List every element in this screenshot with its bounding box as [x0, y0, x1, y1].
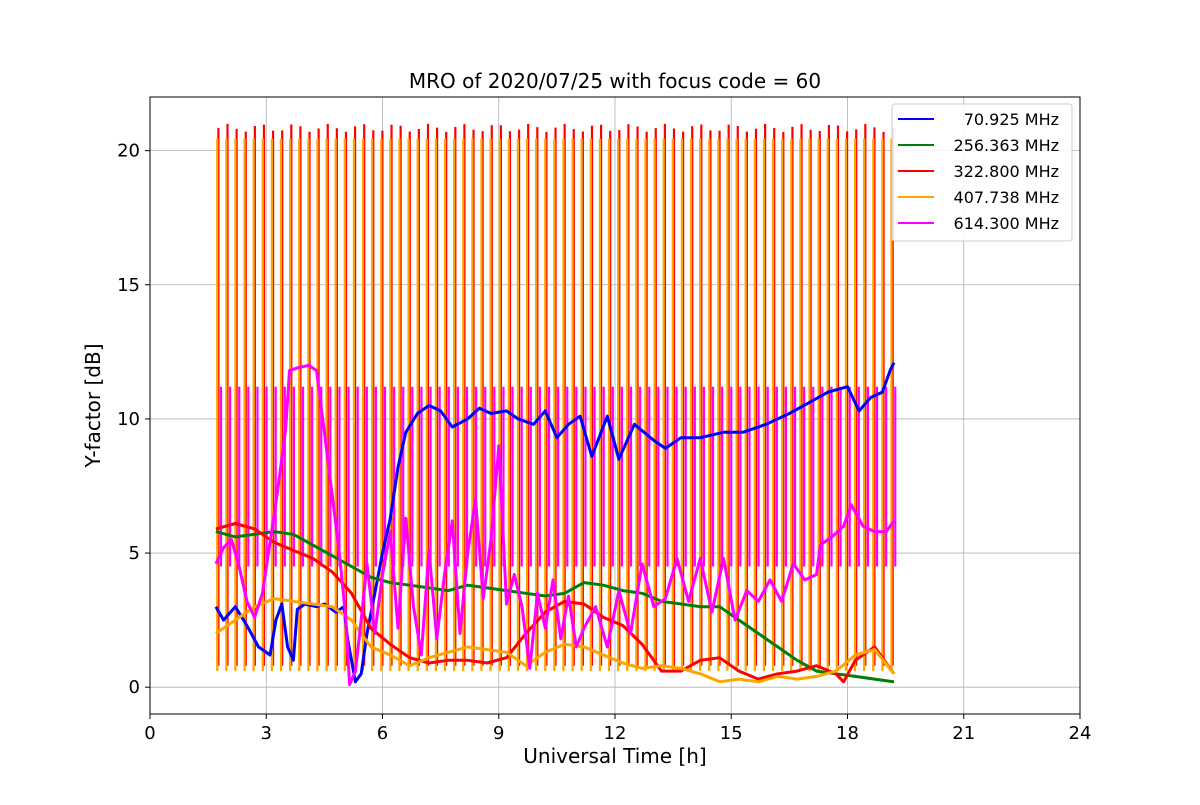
x-tick-label: 12 — [604, 723, 627, 744]
legend-box — [891, 103, 1073, 242]
x-tick-label: 18 — [836, 723, 859, 744]
legend: 70.925 MHz 256.363 MHz 322.800 MHz 407.738 … — [891, 103, 1073, 242]
x-tick-label: 3 — [261, 723, 272, 744]
x-tick-label: 24 — [1069, 723, 1092, 744]
axis-ticks: 0 3 6 9 12 15 18 21 24 0 5 10 15 20 — [117, 141, 1091, 744]
y-tick-label: 15 — [117, 275, 140, 296]
series-line-2 — [215, 522, 896, 684]
legend-label: 322.800 MHz — [954, 162, 1059, 181]
legend-label: 407.738 MHz — [954, 188, 1059, 207]
calibration-pulses — [216, 123, 897, 672]
x-tick-label: 15 — [720, 723, 743, 744]
series-line-0 — [214, 361, 896, 684]
y-tick-label: 0 — [129, 677, 140, 698]
series-layer — [214, 361, 896, 686]
series-line-4 — [214, 363, 896, 686]
legend-label: 70.925 MHz — [964, 110, 1059, 129]
x-tick-label: 6 — [377, 723, 388, 744]
legend-label: 256.363 MHz — [954, 136, 1059, 155]
chart-title: MRO of 2020/07/25 with focus code = 60 — [409, 69, 821, 93]
x-tick-label: 0 — [144, 723, 155, 744]
x-tick-label: 21 — [952, 723, 975, 744]
series-line-3 — [215, 597, 896, 684]
x-tick-label: 9 — [493, 723, 504, 744]
y-tick-label: 5 — [129, 543, 140, 564]
y-axis-label: Y-factor [dB] — [81, 343, 105, 468]
y-tick-label: 10 — [117, 409, 140, 430]
x-axis-label: Universal Time [h] — [523, 744, 706, 768]
y-tick-label: 20 — [117, 141, 140, 162]
legend-label: 614.300 MHz — [954, 214, 1059, 233]
